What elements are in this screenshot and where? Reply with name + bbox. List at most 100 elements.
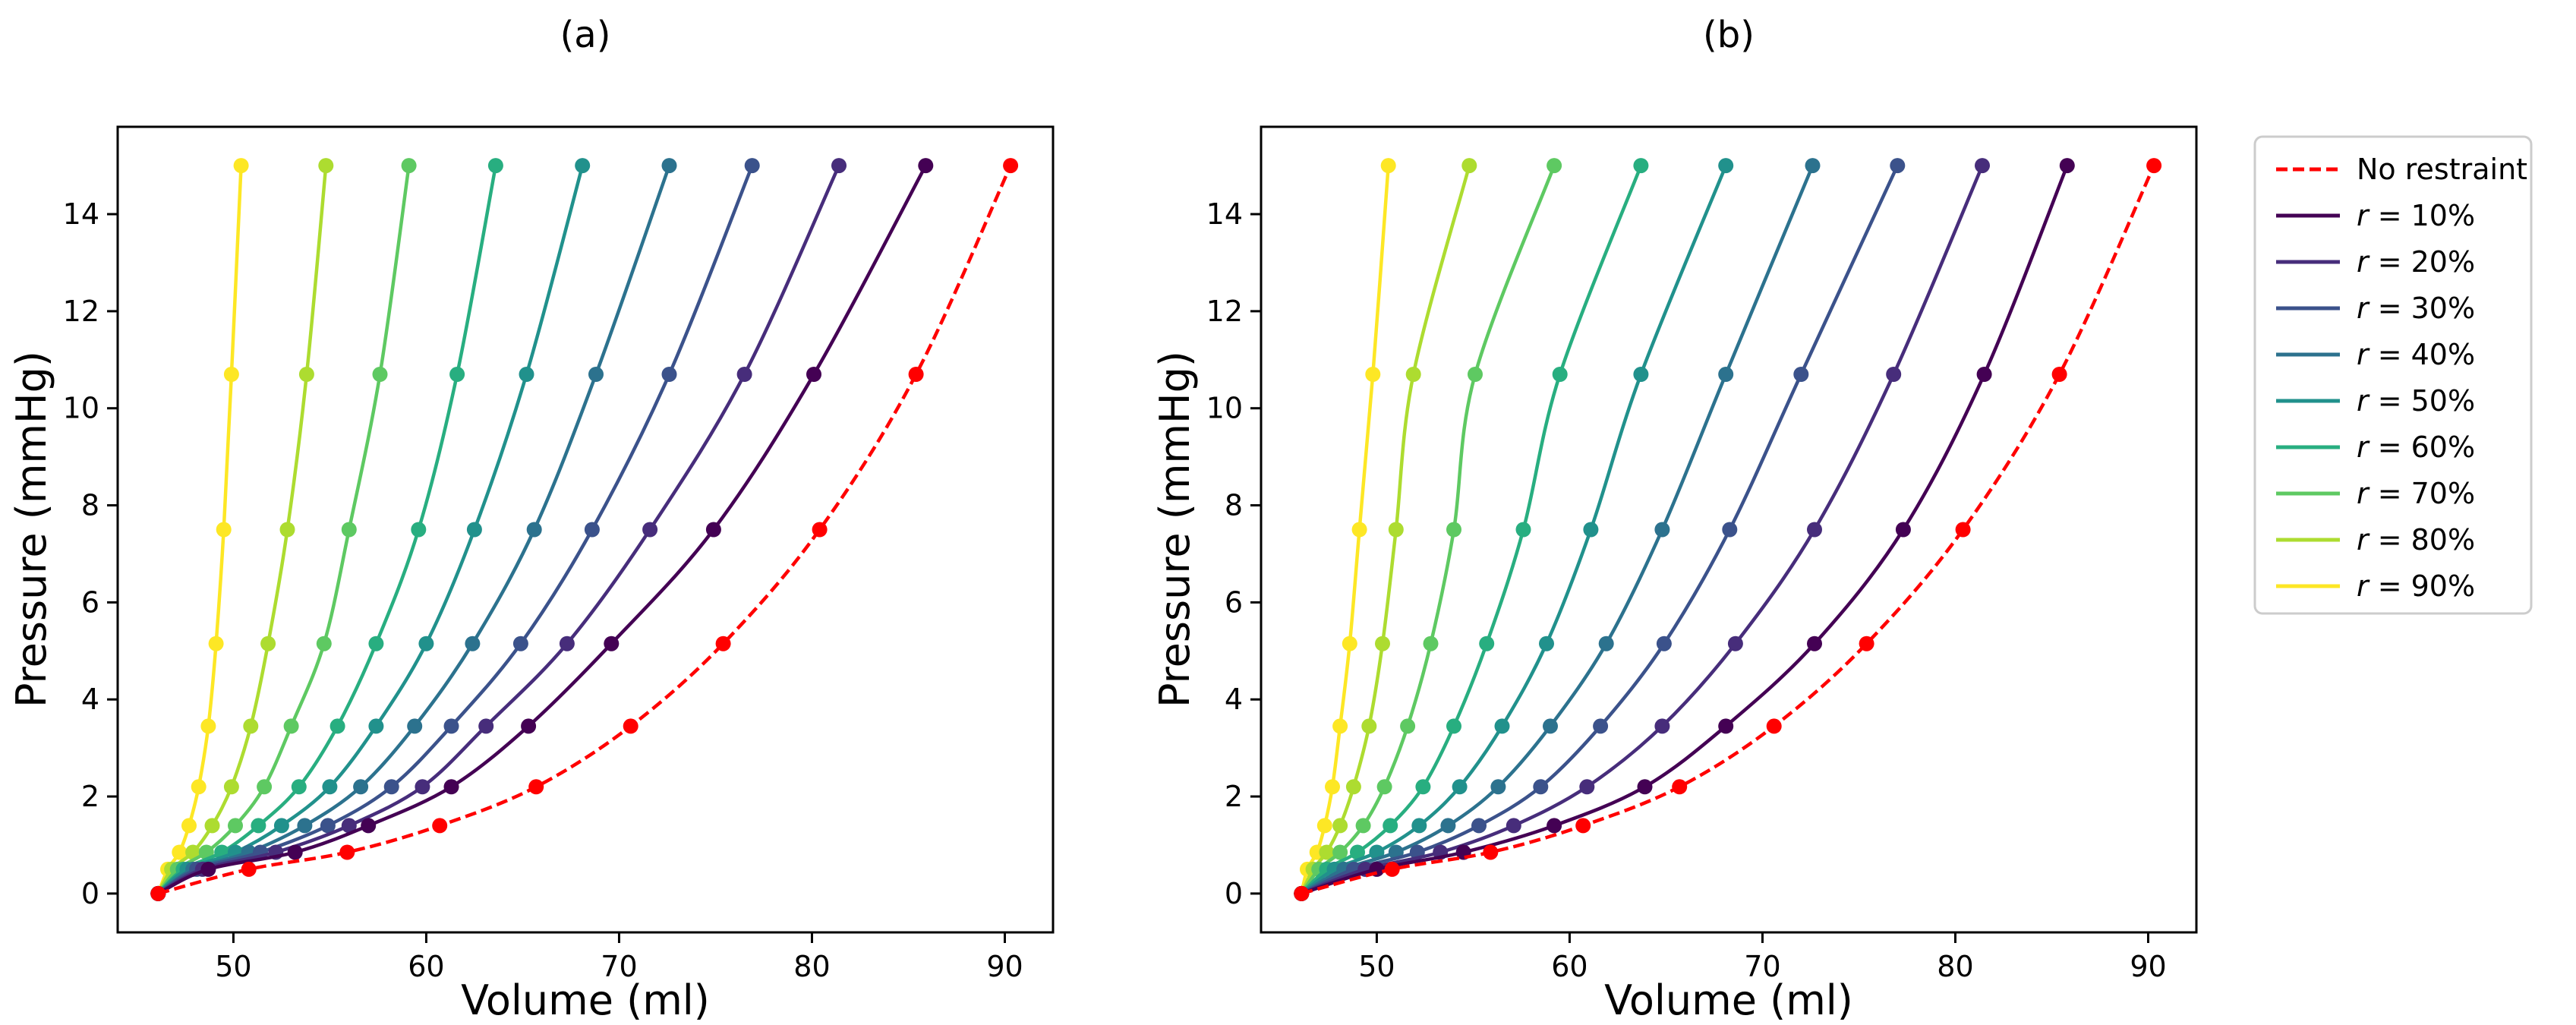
data-point (812, 522, 828, 538)
data-point (1593, 718, 1609, 734)
data-point (279, 522, 295, 538)
data-point (257, 779, 273, 795)
data-point (1316, 818, 1332, 834)
y-tick-label: 10 (63, 392, 99, 425)
legend-variable: r (2357, 430, 2370, 464)
legend-label: r = 90% (2357, 569, 2475, 603)
data-point (1547, 158, 1562, 174)
legend-item: r = 30% (2276, 292, 2475, 325)
data-point (1494, 718, 1510, 734)
data-point (705, 522, 721, 538)
series-r-10- (150, 158, 934, 901)
y-tick-label: 8 (81, 489, 99, 522)
series-r-60- (1294, 158, 1649, 901)
data-point (322, 779, 338, 795)
data-point (316, 636, 332, 651)
data-point (1583, 522, 1599, 538)
data-point (1415, 779, 1431, 795)
data-point (1461, 158, 1477, 174)
data-point (181, 818, 197, 834)
data-point (1384, 861, 1400, 877)
data-point (208, 636, 224, 651)
data-point (150, 885, 166, 901)
data-point (216, 522, 232, 538)
data-point (283, 718, 299, 734)
data-point (528, 779, 544, 795)
legend-value: = 70% (2369, 477, 2475, 510)
data-point (401, 158, 417, 174)
data-point (372, 367, 388, 382)
data-point (1479, 636, 1495, 651)
y-tick-label: 10 (1206, 392, 1243, 425)
legend-item: r = 40% (2276, 338, 2475, 371)
data-point (478, 718, 494, 734)
data-point (1539, 636, 1554, 651)
data-point (449, 367, 465, 382)
data-point (1955, 522, 1971, 538)
y-tick-label: 12 (63, 295, 99, 328)
series-no-restraint (150, 158, 1019, 901)
data-point (1423, 636, 1439, 651)
series-r-80- (150, 158, 334, 901)
axes-frame (1260, 125, 2198, 934)
data-point (233, 158, 249, 174)
data-point (1793, 367, 1809, 382)
y-tick-label: 4 (1225, 683, 1243, 716)
data-point (1365, 367, 1381, 382)
data-point (443, 779, 459, 795)
data-point (223, 779, 239, 795)
data-point (407, 718, 423, 734)
data-point (1380, 158, 1396, 174)
legend-label: r = 50% (2357, 384, 2475, 418)
data-point (623, 718, 638, 734)
data-point (1332, 718, 1348, 734)
data-point (1579, 779, 1595, 795)
legend-item: r = 20% (2276, 245, 2475, 279)
panel-label: (b) (1703, 14, 1755, 56)
data-point (1654, 718, 1670, 734)
legend-value: = 30% (2369, 292, 2475, 325)
data-point (1859, 636, 1874, 651)
y-tick-label: 12 (1206, 295, 1243, 328)
series-r-50- (1294, 158, 1734, 901)
legend-label: r = 20% (2357, 245, 2475, 279)
data-point (1490, 779, 1506, 795)
data-point (584, 522, 600, 538)
series-line (1301, 165, 1985, 895)
legend-item: r = 50% (2276, 384, 2475, 418)
x-tick-label: 60 (1551, 950, 1588, 983)
data-point (512, 636, 528, 651)
legend-variable: r (2357, 523, 2370, 557)
data-point (1325, 779, 1340, 795)
data-point (361, 818, 377, 834)
legend-item: No restraint (2276, 153, 2527, 186)
legend-value: = 60% (2369, 430, 2475, 464)
data-point (1361, 718, 1377, 734)
data-point (2059, 158, 2075, 174)
x-tick-label: 50 (215, 950, 251, 983)
data-point (1342, 636, 1357, 651)
data-point (526, 522, 542, 538)
data-point (1718, 158, 1734, 174)
series-line (1300, 165, 1390, 894)
data-point (465, 636, 481, 651)
data-point (241, 861, 257, 877)
data-point (487, 158, 503, 174)
data-point (260, 636, 276, 651)
data-point (1446, 522, 1461, 538)
data-point (1345, 779, 1361, 795)
legend-value: = 10% (2369, 199, 2475, 232)
data-point (588, 367, 604, 382)
data-point (318, 158, 334, 174)
data-point (353, 779, 369, 795)
series-r-90- (1294, 158, 1396, 901)
data-point (432, 818, 448, 834)
data-point (251, 818, 266, 834)
data-point (642, 522, 658, 538)
data-point (1672, 779, 1688, 795)
legend-label: r = 70% (2357, 477, 2475, 510)
data-point (1471, 818, 1487, 834)
data-point (1376, 779, 1392, 795)
legend-item: r = 80% (2276, 523, 2475, 557)
legend-value: = 50% (2369, 384, 2475, 418)
